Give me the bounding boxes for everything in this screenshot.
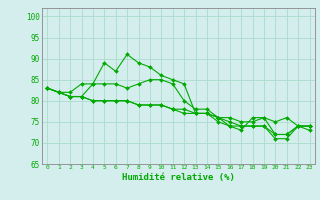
X-axis label: Humidité relative (%): Humidité relative (%) — [122, 173, 235, 182]
